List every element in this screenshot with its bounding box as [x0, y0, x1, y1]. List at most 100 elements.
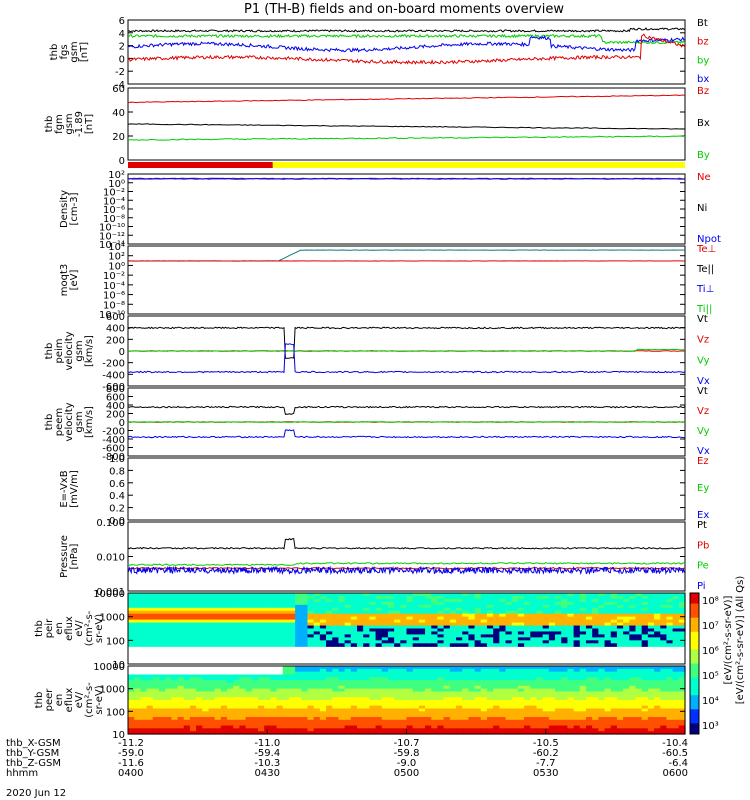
spectrogram-cell	[394, 616, 401, 621]
spectrogram-cell	[301, 702, 309, 707]
spectrogram-cell	[456, 628, 463, 633]
spectrogram-cell	[456, 622, 463, 627]
spectrogram-cell	[536, 725, 544, 729]
spectrogram-cell	[499, 601, 507, 606]
spectrogram-cell	[387, 613, 395, 618]
spectrogram-cell	[555, 691, 562, 695]
spectrogram-cell	[313, 685, 321, 690]
spectrogram-cell	[214, 619, 222, 624]
trace-Pt	[127, 537, 685, 550]
spectrogram-cell	[647, 625, 655, 630]
spectrogram-cell	[196, 731, 203, 735]
spectrogram-cell	[610, 677, 618, 681]
spectrogram-cell	[431, 666, 439, 670]
spectrogram-cell	[344, 674, 352, 678]
spectrogram-cell	[196, 685, 203, 690]
spectrogram-cell	[387, 671, 395, 676]
spectrogram-cell	[295, 593, 302, 597]
spectrogram-cell	[468, 717, 476, 721]
spectrogram-cell	[152, 613, 160, 618]
spectrogram-cell	[400, 714, 408, 718]
spectrogram-cell	[437, 643, 445, 647]
spectrogram-cell	[257, 722, 265, 727]
spectrogram-cell	[326, 643, 333, 647]
spectrogram-cell	[616, 702, 624, 707]
spectrogram-cell	[610, 705, 618, 710]
spectrogram-cell	[629, 668, 637, 673]
spectrogram-cell	[567, 613, 575, 618]
spectrogram-cell	[493, 714, 500, 718]
spectrogram-cell	[406, 708, 414, 712]
colorbar-segment	[690, 596, 699, 601]
spectrogram-cell	[196, 725, 203, 729]
spectrogram-cell	[647, 702, 655, 707]
spectrogram-cell	[654, 697, 661, 701]
spectrogram-cell	[418, 694, 426, 698]
spectrogram-cell	[635, 595, 643, 600]
y-axis-label: en	[54, 694, 65, 707]
spectrogram-cell	[363, 731, 370, 735]
spectrogram-cell	[592, 628, 599, 633]
spectrogram-cell	[431, 728, 439, 732]
spectrogram-cell	[555, 671, 562, 676]
spectrogram-cell	[437, 683, 445, 687]
spectrogram-cell	[474, 619, 482, 624]
spectrogram-cell	[505, 728, 513, 732]
spectrogram-cell	[672, 671, 680, 676]
ytick-label: 1000	[100, 685, 125, 696]
spectrogram-cell	[604, 680, 612, 684]
spectrogram-cell	[276, 634, 284, 638]
spectrogram-cell	[524, 637, 531, 641]
spectrogram-cell	[536, 637, 544, 641]
spectrogram-cell	[189, 637, 197, 641]
spectrogram-cell	[499, 640, 507, 644]
ytick-label: 1.0	[109, 454, 125, 465]
spectrogram-cell	[307, 722, 315, 727]
spectrogram-cell	[474, 610, 482, 615]
spectrogram-cell	[146, 717, 154, 721]
legend-Vy: Vy	[697, 355, 710, 366]
spectrogram-cell	[561, 688, 569, 693]
spectrogram-cell	[158, 700, 166, 704]
spectrogram-cell	[381, 593, 389, 597]
spectrogram-cell	[524, 708, 531, 712]
spectrogram-cell	[239, 637, 247, 641]
spectrogram-cell	[579, 685, 587, 690]
spectrogram-cell	[616, 708, 624, 712]
spectrogram-cell	[555, 702, 562, 707]
spectrogram-cell	[486, 711, 494, 715]
spectrogram-cell	[220, 731, 228, 735]
spectrogram-cell	[517, 725, 525, 729]
spectrogram-cell	[412, 637, 420, 641]
spectrogram-cell	[140, 702, 148, 707]
spectrogram-cell	[270, 677, 278, 681]
spectrogram-cell	[350, 668, 358, 673]
spectrogram-cell	[196, 601, 203, 606]
spectrogram-cell	[313, 688, 321, 693]
spectrogram-cell	[220, 595, 228, 600]
spectrogram-cell	[288, 677, 296, 681]
spectrogram-cell	[134, 705, 141, 710]
spectrogram-cell	[338, 697, 346, 701]
spectrogram-cell	[635, 714, 643, 718]
spectrogram-cell	[555, 637, 562, 641]
spectrogram-cell	[350, 643, 358, 647]
spectrogram-cell	[239, 616, 247, 621]
spectrogram-cell	[443, 685, 451, 690]
spectrogram-cell	[573, 728, 581, 732]
spectrogram-cell	[171, 697, 179, 701]
spectrogram-cell	[239, 722, 247, 727]
spectrogram-cell	[319, 717, 327, 721]
spectrogram-cell	[288, 643, 296, 647]
spectrogram-cell	[189, 688, 197, 693]
spectrogram-cell	[245, 717, 253, 721]
spectrogram-cell	[177, 593, 185, 597]
spectrogram-cell	[511, 634, 519, 638]
spectrogram-cell	[326, 628, 333, 633]
spectrogram-cell	[165, 613, 172, 618]
spectrogram-cell	[524, 634, 531, 638]
spectrogram-cell	[270, 598, 278, 603]
colorbar-segment	[690, 649, 699, 654]
spectrogram-cell	[468, 643, 476, 647]
spectrogram-cell	[270, 714, 278, 718]
